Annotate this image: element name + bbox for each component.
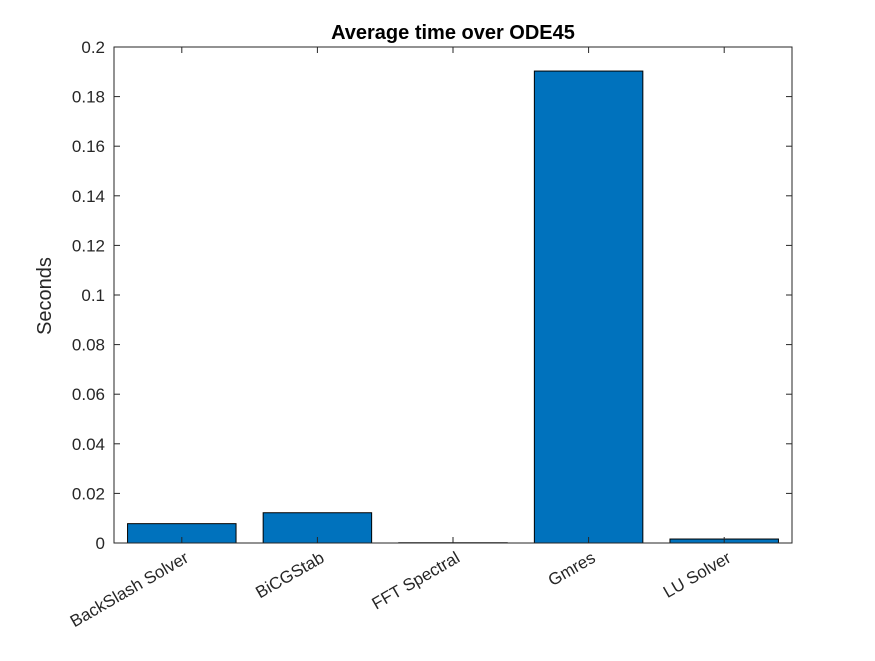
bar-gmres: [534, 71, 642, 543]
y-tick-label: 0.02: [72, 484, 105, 503]
y-tick-label: 0.1: [81, 286, 105, 305]
y-tick-label: 0: [96, 534, 105, 553]
x-tick-label: BiCGStab: [252, 548, 327, 602]
y-tick-label: 0.14: [72, 187, 105, 206]
plot-area-frame: [114, 47, 792, 543]
bars-group: [128, 71, 779, 543]
y-tick-label: 0.06: [72, 385, 105, 404]
axes-group: [114, 47, 792, 543]
y-tick-label: 0.08: [72, 336, 105, 355]
y-axis-label: Seconds: [34, 257, 56, 335]
y-tick-label: 0.2: [81, 38, 105, 57]
x-tick-label: BackSlash Solver: [67, 548, 192, 631]
x-tick-label: FFT Spectral: [369, 548, 463, 613]
y-ticks-group: 0 0.02 0.04 0.06 0.08 0.1 0.12 0.14 0.16 0.18 0.2: [72, 38, 792, 553]
x-tick-label: Gmres: [545, 548, 599, 590]
chart-title: Average time over ODE45: [331, 22, 575, 44]
y-tick-label: 0.04: [72, 435, 105, 454]
y-tick-label: 0.16: [72, 137, 105, 156]
x-tick-label: LU Solver: [660, 548, 734, 602]
y-tick-label: 0.12: [72, 236, 105, 255]
y-tick-label: 0.18: [72, 88, 105, 107]
